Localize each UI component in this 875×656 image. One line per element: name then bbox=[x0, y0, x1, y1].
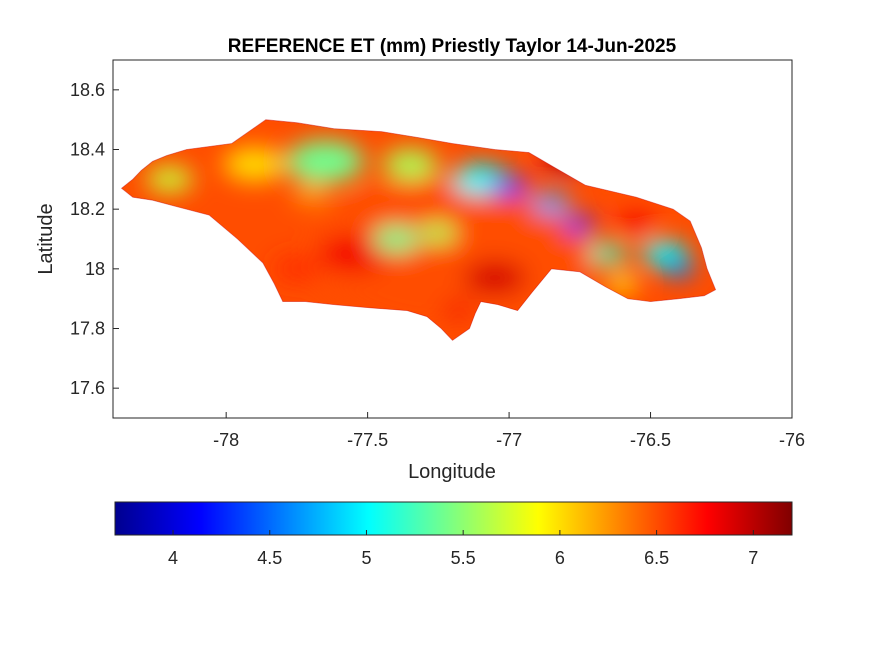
x-tick-label: -77 bbox=[496, 430, 522, 450]
y-tick-label: 18.2 bbox=[70, 199, 105, 219]
colorbar-tick-label: 4 bbox=[168, 548, 178, 568]
et-field-patch bbox=[663, 260, 695, 278]
y-axis: 17.6 17.8 18 18.2 18.4 18.6 bbox=[70, 80, 119, 398]
et-field-patch bbox=[273, 256, 321, 282]
et-field-patch bbox=[286, 140, 365, 183]
plot-title: REFERENCE ET (mm) Priestly Taylor 14-Jun… bbox=[228, 36, 677, 57]
x-tick-label: -76 bbox=[779, 430, 805, 450]
et-field-patch bbox=[564, 215, 596, 233]
et-field-layer bbox=[146, 140, 695, 331]
et-field-patch bbox=[223, 147, 286, 182]
et-field-patch bbox=[463, 260, 527, 295]
x-tick-label: -77.5 bbox=[347, 430, 388, 450]
et-field-patch bbox=[606, 275, 638, 293]
colorbar-ticks: 4 4.5 5 5.5 6 6.5 7 bbox=[168, 530, 758, 568]
et-field-patch bbox=[641, 241, 689, 267]
y-tick-label: 18.4 bbox=[70, 140, 105, 160]
colorbar-tick-label: 7 bbox=[748, 548, 758, 568]
axes-frame bbox=[112, 59, 793, 419]
et-field-patch bbox=[589, 243, 627, 265]
y-tick-label: 17.6 bbox=[70, 378, 105, 398]
x-axis: -78 -77.5 -77 -76.5 -76 bbox=[213, 412, 805, 450]
et-field-patch bbox=[442, 302, 474, 320]
y-tick-label: 17.8 bbox=[70, 319, 105, 339]
colorbar-tick-label: 4.5 bbox=[257, 548, 282, 568]
colorbar-tick-label: 5 bbox=[361, 548, 371, 568]
y-tick-label: 18.6 bbox=[70, 80, 105, 100]
et-field-patch bbox=[419, 222, 458, 244]
x-tick-label: -78 bbox=[213, 430, 239, 450]
et-field-patch bbox=[382, 149, 439, 180]
et-field-patch bbox=[312, 177, 593, 331]
y-axis-title: Latitude bbox=[35, 203, 57, 274]
et-field-patch bbox=[372, 226, 420, 252]
et-field-patch bbox=[532, 193, 571, 214]
colorbar-tick-label: 6.5 bbox=[644, 548, 669, 568]
colorbar bbox=[114, 501, 793, 536]
x-axis-title: Longitude bbox=[408, 461, 496, 483]
et-field-patch bbox=[292, 184, 330, 205]
et-field-patch bbox=[617, 213, 656, 235]
et-field-patch bbox=[146, 166, 193, 193]
et-field-patch bbox=[490, 175, 528, 196]
colorbar-tick-label: 6 bbox=[555, 548, 565, 568]
island-outline bbox=[120, 119, 717, 341]
colorbar-tick-label: 5.5 bbox=[451, 548, 476, 568]
y-tick-label: 18 bbox=[85, 259, 105, 279]
x-tick-label: -76.5 bbox=[630, 430, 671, 450]
et-field-patch bbox=[319, 235, 388, 273]
